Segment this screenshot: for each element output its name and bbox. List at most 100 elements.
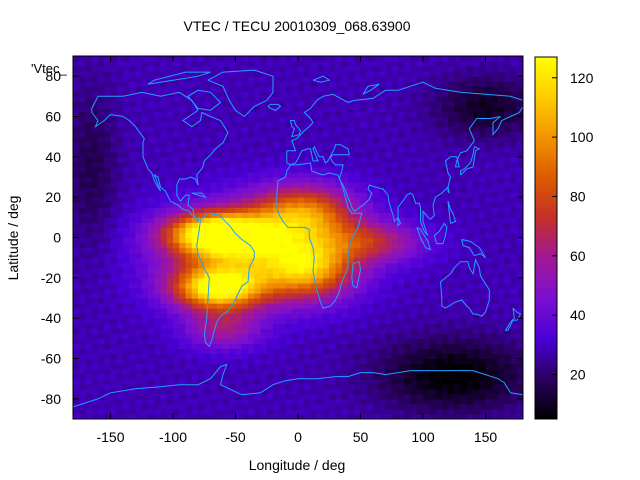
heat-cell: [173, 207, 180, 213]
heat-cell: [391, 61, 399, 67]
heat-cell: [460, 66, 468, 72]
heat-cell: [504, 308, 512, 314]
heat-cell: [129, 197, 137, 203]
heat-cell: [423, 247, 430, 254]
heat-cell: [373, 126, 380, 133]
heat-cell: [391, 106, 399, 113]
heat-cell: [504, 393, 512, 400]
heat-cell: [448, 171, 455, 178]
heat-cell: [191, 298, 199, 304]
heat-cell: [360, 101, 368, 108]
heat-cell: [498, 403, 505, 410]
heat-cell: [348, 192, 355, 198]
heat-cell: [273, 267, 280, 274]
heat-cell: [210, 141, 218, 148]
heat-cell: [485, 136, 493, 143]
heat-cell: [323, 106, 330, 113]
heat-cell: [329, 282, 337, 289]
heat-cell: [504, 333, 512, 339]
heat-cell: [91, 368, 99, 375]
heat-cell: [285, 111, 293, 118]
heat-cell: [491, 136, 499, 143]
heat-cell: [304, 91, 312, 97]
heat-cell: [410, 141, 418, 148]
heat-cell: [285, 177, 293, 183]
heat-cell: [204, 202, 212, 208]
heat-cell: [360, 267, 368, 274]
heat-cell: [148, 388, 155, 395]
heat-cell: [373, 328, 380, 334]
heat-cell: [179, 242, 187, 249]
heat-cell: [185, 403, 193, 410]
heat-cell: [404, 237, 412, 244]
heat-cell: [210, 333, 218, 339]
heat-cell: [448, 116, 455, 123]
heat-cell: [79, 126, 87, 133]
heat-cell: [373, 171, 380, 178]
heat-cell: [448, 328, 455, 334]
heat-cell: [248, 373, 255, 380]
heat-cell: [79, 151, 87, 158]
heat-cell: [85, 388, 93, 395]
heat-cell: [335, 86, 343, 92]
heat-cell: [416, 131, 424, 138]
heat-cell: [304, 111, 312, 118]
heat-cell: [166, 343, 174, 350]
heat-cell: [191, 71, 199, 77]
heat-cell: [216, 368, 224, 375]
heat-cell: [341, 403, 349, 410]
heat-cell: [341, 177, 349, 183]
heat-cell: [135, 348, 143, 355]
heat-cell: [123, 383, 130, 390]
heat-cell: [460, 141, 468, 148]
heat-cell: [479, 71, 487, 77]
heat-cell: [191, 353, 199, 360]
heat-cell: [335, 106, 343, 113]
heat-cell: [485, 96, 493, 102]
heat-cell: [110, 141, 118, 148]
heat-cell: [410, 182, 418, 188]
heat-cell: [366, 298, 374, 304]
heat-cell: [479, 323, 487, 329]
heat-cell: [223, 66, 230, 72]
heat-cell: [404, 91, 412, 97]
heat-cell: [223, 303, 230, 309]
heat-cell: [148, 166, 155, 173]
heat-cell: [423, 197, 430, 203]
heat-cell: [123, 232, 130, 239]
heat-cell: [316, 318, 324, 324]
heat-cell: [310, 111, 318, 118]
heat-cell: [348, 298, 355, 304]
heat-cell: [485, 267, 493, 274]
heat-cell: [216, 212, 224, 218]
heat-cell: [379, 383, 387, 390]
heat-cell: [466, 86, 474, 92]
heat-cell: [498, 212, 505, 218]
heat-cell: [73, 126, 80, 133]
heat-cell: [379, 328, 387, 334]
heat-cell: [173, 242, 180, 249]
heat-cell: [179, 141, 187, 148]
heat-cell: [473, 323, 480, 329]
heat-cell: [373, 353, 380, 360]
heat-cell: [416, 363, 424, 370]
heat-cell: [210, 277, 218, 284]
heat-cell: [198, 202, 205, 208]
heat-cell: [179, 247, 187, 254]
heat-cell: [148, 343, 155, 350]
heat-cell: [310, 247, 318, 254]
heat-cell: [323, 363, 330, 370]
heat-cell: [79, 192, 87, 198]
heat-cell: [229, 71, 237, 77]
heat-cell: [91, 338, 99, 344]
heat-cell: [129, 222, 137, 229]
heat-cell: [423, 217, 430, 223]
heat-cell: [85, 151, 93, 158]
heat-cell: [210, 212, 218, 218]
heat-cell: [348, 81, 355, 87]
heat-cell: [285, 76, 293, 82]
heat-cell: [298, 151, 305, 158]
heat-cell: [441, 338, 449, 344]
heat-cell: [304, 81, 312, 87]
heat-cell: [498, 378, 505, 385]
